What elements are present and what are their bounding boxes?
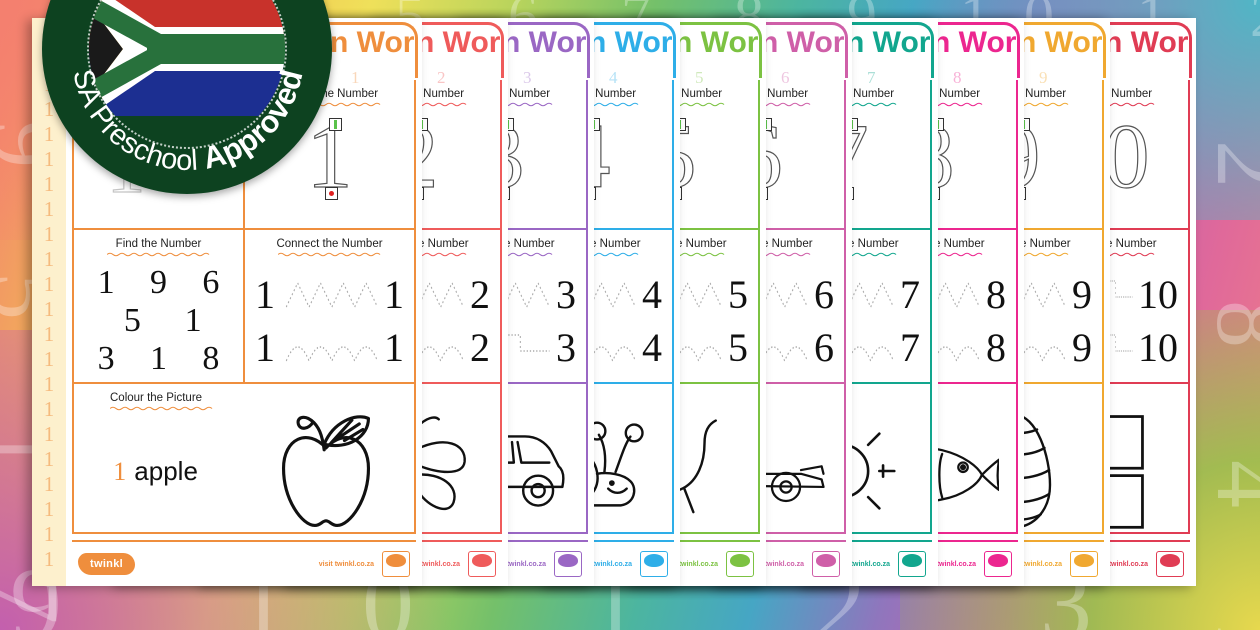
find-the-number-label: Find the Number [74, 238, 243, 257]
twinkl-stamp-icon [554, 551, 582, 577]
strip-digit: 1 [43, 97, 55, 121]
find-digit: 1 [184, 302, 202, 339]
strip-digit: 1 [43, 522, 55, 546]
find-digit: 6 [202, 264, 220, 301]
worksheet-footer: twinkl visit twinkl.co.za [72, 540, 416, 586]
hollow-number: 1 [306, 105, 353, 207]
strip-digit: 1 [43, 497, 55, 521]
connect-digit: 1 [255, 271, 275, 317]
find-digit: 8 [202, 340, 220, 377]
connect-digit: 4 [642, 271, 662, 317]
find-digit: 9 [149, 264, 167, 301]
connect-digit: 2 [470, 271, 490, 317]
twinkl-logo[interactable]: twinkl [78, 553, 135, 575]
picture-caption: 1 apple [74, 456, 237, 487]
colour-the-picture-label: Colour the Picture [74, 392, 414, 411]
strip-digit: 1 [43, 472, 55, 496]
twinkl-stamp-icon [468, 551, 496, 577]
visit-link[interactable]: visit twinkl.co.za [490, 560, 546, 568]
connect-digit: 5 [728, 271, 748, 317]
connect-digit: 6 [814, 325, 834, 371]
strip-digit: 1 [43, 247, 55, 271]
connect-digit: 9 [1072, 271, 1092, 317]
strip-digit: 1 [43, 322, 55, 346]
connect-digit: 2 [470, 325, 490, 371]
picture-count: 1 [113, 456, 127, 486]
twinkl-stamp-icon [382, 551, 410, 577]
strip-digit: 1 [43, 447, 55, 471]
svg-text:SA Preschool: SA Preschool [66, 66, 198, 177]
connect-digit: 4 [642, 325, 662, 371]
connect-row[interactable]: 1 1 [249, 324, 410, 371]
colour-the-picture-cell[interactable]: Colour the Picture 1 apple [74, 384, 414, 532]
end-dot-icon [324, 187, 338, 200]
strip-digit: 1 [43, 547, 55, 571]
find-digit: 1 [149, 340, 167, 377]
visit-link[interactable]: visit twinkl.co.za [1092, 560, 1148, 568]
twinkl-stamp-icon [726, 551, 754, 577]
visit-link[interactable]: visit twinkl.co.za [576, 560, 632, 568]
strip-digit: 1 [43, 397, 55, 421]
visit-link[interactable]: visit twinkl.co.za [1006, 560, 1062, 568]
visit-link[interactable]: visit twinkl.co.za [318, 560, 374, 568]
strip-digit: 1 [43, 197, 55, 221]
twinkl-stamp-icon [984, 551, 1012, 577]
connect-the-number-rows[interactable]: 1 1 1 1 [249, 264, 410, 378]
sa-preschool-approved-badge: SA Preschool Approved [42, 0, 332, 194]
strip-digit: 1 [43, 422, 55, 446]
strip-digit: 1 [43, 147, 55, 171]
find-digit: 3 [97, 340, 115, 377]
connect-the-number-label: Connect the Number [245, 238, 414, 257]
twinkl-stamp-icon [898, 551, 926, 577]
picture-word: apple [134, 455, 198, 486]
strip-digit: 1 [43, 272, 55, 296]
visit-link[interactable]: visit twinkl.co.za [748, 560, 804, 568]
strip-digit: 1 [43, 297, 55, 321]
strip-digit: 1 [43, 372, 55, 396]
start-arrow-icon [328, 118, 342, 131]
find-digit: 5 [123, 302, 141, 339]
connect-digit: 1 [384, 271, 404, 317]
connect-digit: 8 [986, 325, 1006, 371]
find-the-number-grid[interactable]: 1 9 6 5 1 3 1 8 [80, 264, 237, 377]
connect-digit: 3 [556, 271, 576, 317]
strip-digit: 1 [43, 122, 55, 146]
connect-digit: 10 [1138, 271, 1178, 317]
connect-digit: 5 [728, 325, 748, 371]
connect-digit: 1 [255, 325, 275, 371]
twinkl-stamp-icon [1070, 551, 1098, 577]
connect-digit: 9 [1072, 325, 1092, 371]
connect-digit: 6 [814, 271, 834, 317]
strip-digit: 1 [43, 222, 55, 246]
visit-link[interactable]: visit twinkl.co.za [834, 560, 890, 568]
connect-digit: 10 [1138, 325, 1178, 371]
connect-the-number-cell[interactable]: Connect the Number 1 1 1 [245, 230, 414, 382]
badge-text: SA Preschool Approved [66, 66, 309, 177]
connect-digit: 8 [986, 271, 1006, 317]
strip-digit: 1 [43, 347, 55, 371]
connect-digit: 7 [900, 325, 920, 371]
connect-digit: 1 [384, 325, 404, 371]
twinkl-stamp-icon [1156, 551, 1184, 577]
visit-link[interactable]: visit twinkl.co.za [662, 560, 718, 568]
connect-row[interactable]: 1 1 [249, 271, 410, 318]
apple-outline [237, 411, 414, 531]
visit-link[interactable]: visit twinkl.co.za [920, 560, 976, 568]
connect-digit: 3 [556, 325, 576, 371]
find-digit: 1 [97, 264, 115, 301]
colour-the-number-art: 1 [245, 105, 414, 207]
connect-digit: 7 [900, 271, 920, 317]
twinkl-stamp-icon [812, 551, 840, 577]
colour-the-picture-art: 1 apple [74, 414, 414, 528]
strip-digit: 1 [43, 172, 55, 196]
svg-text:Approved: Approved [199, 66, 309, 176]
twinkl-stamp-icon [640, 551, 668, 577]
find-the-number-cell[interactable]: Find the Number 1 9 6 5 1 3 1 8 [74, 230, 245, 382]
visit-link[interactable]: visit twinkl.co.za [404, 560, 460, 568]
